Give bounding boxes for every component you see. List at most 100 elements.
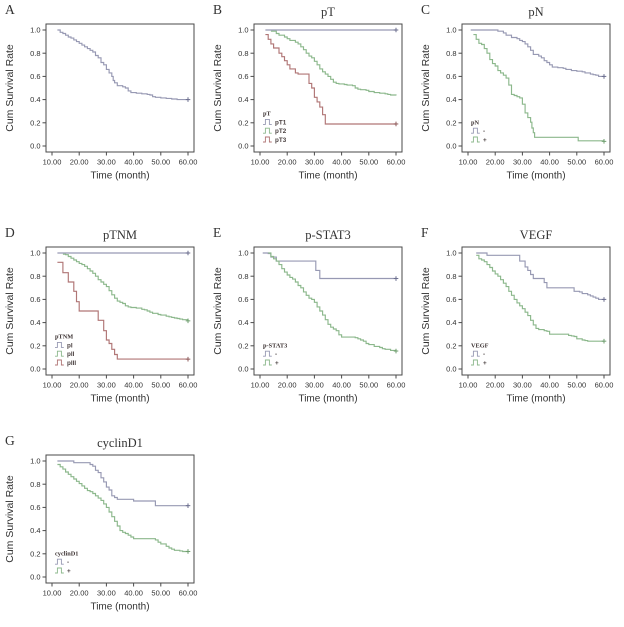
km-curve-pT3 bbox=[265, 34, 396, 125]
legend-item-label: pIII bbox=[67, 360, 76, 367]
x-tick-label: 50.00 bbox=[151, 589, 170, 598]
legend-step-glyph bbox=[263, 350, 272, 357]
x-tick-label: 10.00 bbox=[43, 589, 62, 598]
x-tick-label: 60.00 bbox=[595, 381, 614, 390]
y-tick-label: 0.6 bbox=[446, 295, 456, 304]
x-axis-label: Time (month) bbox=[90, 394, 149, 405]
legend-header: pTNM bbox=[55, 334, 73, 341]
x-tick-label: 40.00 bbox=[332, 158, 351, 167]
y-tick-label: 0.0 bbox=[238, 365, 248, 374]
x-tick-label: 40.00 bbox=[124, 589, 143, 598]
y-axis-label: Cum Survival Rate bbox=[420, 267, 432, 355]
y-tick-label: 0.2 bbox=[446, 118, 456, 127]
km-curve-pII bbox=[62, 253, 189, 321]
y-tick-label: 0.8 bbox=[30, 49, 40, 58]
legend-step-glyph bbox=[263, 127, 272, 134]
y-axis-label: Cum Survival Rate bbox=[420, 44, 432, 132]
y-tick-label: 0.6 bbox=[238, 72, 248, 81]
km-curve-cyclinD1-positive bbox=[57, 463, 188, 553]
legend-step-glyph bbox=[471, 136, 480, 143]
x-tick-label: 10.00 bbox=[43, 381, 62, 390]
y-tick-label: 0.0 bbox=[238, 142, 248, 151]
y-tick-label: 1.0 bbox=[30, 457, 40, 466]
y-tick-label: 1.0 bbox=[238, 249, 248, 258]
y-tick-label: 0.8 bbox=[238, 272, 248, 281]
panel-a: A 1.0 0.8 0.6 0.4 0.2 0.0 10.00 20.00 30.00 40.00 5… bbox=[0, 0, 208, 196]
x-tick-label: 40.00 bbox=[124, 381, 143, 390]
panel-letter: E bbox=[213, 225, 221, 240]
x-tick-label: 20.00 bbox=[278, 381, 297, 390]
x-tick-label: 30.00 bbox=[305, 381, 324, 390]
y-tick-label: 0.2 bbox=[30, 549, 40, 558]
panel-title: p-STAT3 bbox=[305, 228, 351, 242]
y-tick-label: 0.4 bbox=[446, 95, 456, 104]
y-tick-label: 0.6 bbox=[238, 295, 248, 304]
x-tick-label: 60.00 bbox=[387, 381, 406, 390]
legend-header: VEGF bbox=[471, 342, 489, 349]
panel-letter: A bbox=[5, 2, 15, 17]
legend-item-label: + bbox=[483, 137, 487, 144]
legend-item-label: + bbox=[275, 360, 279, 367]
legend-item-label: + bbox=[483, 360, 487, 367]
legend-step-glyph bbox=[55, 341, 64, 348]
panel-title: pT bbox=[321, 5, 335, 19]
y-tick-label: 1.0 bbox=[446, 26, 456, 35]
panel-letter: G bbox=[5, 433, 15, 448]
x-tick-label: 20.00 bbox=[486, 381, 505, 390]
x-tick-label: 30.00 bbox=[513, 158, 532, 167]
legend-item-label: + bbox=[67, 568, 71, 575]
x-tick-label: 20.00 bbox=[70, 589, 89, 598]
x-tick-label: 40.00 bbox=[332, 381, 351, 390]
x-tick-label: 10.00 bbox=[251, 381, 270, 390]
x-tick-label: 60.00 bbox=[595, 158, 614, 167]
km-curve-pN-negative bbox=[470, 29, 604, 77]
x-tick-label: 20.00 bbox=[70, 158, 89, 167]
legend-item-label: pT1 bbox=[275, 119, 287, 126]
y-tick-label: 0.2 bbox=[238, 341, 248, 350]
legend-header: pT bbox=[263, 111, 272, 118]
x-tick-label: 20.00 bbox=[70, 381, 89, 390]
panel-title: pTNM bbox=[103, 228, 137, 242]
km-curve-cyclinD1-negative bbox=[57, 460, 188, 507]
panel-letter: F bbox=[421, 225, 429, 240]
y-tick-label: 0.0 bbox=[446, 142, 456, 151]
x-tick-label: 10.00 bbox=[43, 158, 62, 167]
x-tick-label: 40.00 bbox=[540, 381, 559, 390]
x-axis-label: Time (month) bbox=[90, 171, 149, 182]
x-tick-label: 30.00 bbox=[305, 158, 324, 167]
x-tick-label: 50.00 bbox=[151, 158, 170, 167]
y-tick-label: 0.0 bbox=[30, 365, 40, 374]
y-axis-label: Cum Survival Rate bbox=[212, 267, 224, 355]
legend-step-glyph bbox=[263, 118, 272, 125]
km-curve-pN-positive bbox=[473, 34, 605, 142]
y-tick-label: 0.0 bbox=[446, 365, 456, 374]
y-tick-label: 0.2 bbox=[446, 341, 456, 350]
y-tick-label: 0.6 bbox=[30, 503, 40, 512]
legend-step-glyph bbox=[471, 127, 480, 134]
x-tick-label: 40.00 bbox=[540, 158, 559, 167]
y-axis-label: Cum Survival Rate bbox=[4, 267, 16, 355]
km-curve-VEGF-positive bbox=[476, 254, 604, 342]
legend: pN- + bbox=[471, 119, 487, 144]
y-tick-label: 0.4 bbox=[238, 318, 248, 327]
y-tick-label: 0.0 bbox=[30, 142, 40, 151]
x-axis-label: Time (month) bbox=[506, 171, 565, 182]
legend-step-glyph bbox=[471, 359, 480, 366]
km-curve-p-STAT3-positive bbox=[268, 252, 397, 351]
x-tick-label: 60.00 bbox=[387, 158, 406, 167]
x-tick-label: 60.00 bbox=[179, 158, 198, 167]
x-axis-label: Time (month) bbox=[298, 171, 357, 182]
y-tick-label: 0.8 bbox=[238, 49, 248, 58]
plot-frame bbox=[461, 23, 611, 153]
km-curve-pT2 bbox=[270, 30, 397, 96]
y-tick-label: 0.0 bbox=[30, 573, 40, 582]
